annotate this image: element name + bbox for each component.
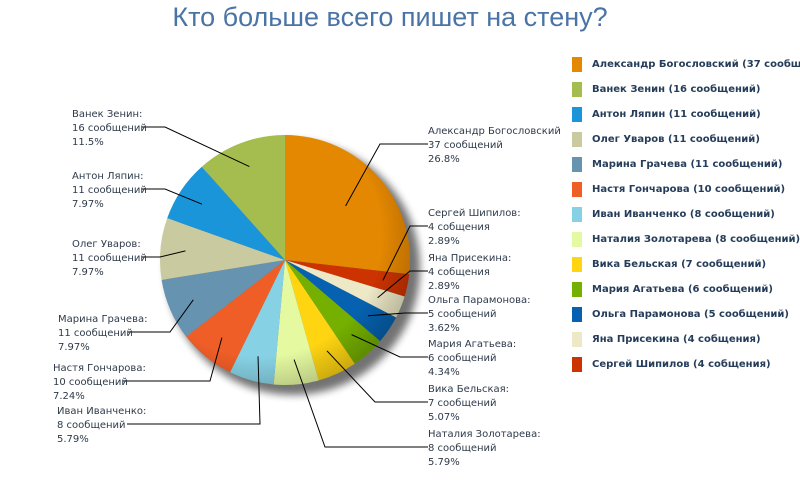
legend-label: Марина Грачева (11 сообщений) xyxy=(592,159,783,170)
data-label: 11 сообщений xyxy=(72,185,147,196)
legend-item: Вика Бельская (7 сообщений) xyxy=(572,252,800,277)
leader-line xyxy=(142,188,203,205)
chart-title: Кто больше всего пишет на стену? xyxy=(172,2,608,32)
data-label: Мария Агатьева: xyxy=(428,339,516,350)
pie-chart: Александр Богословский: 37 сообщений 26.8%… xyxy=(53,109,560,468)
leader-line xyxy=(293,359,428,448)
data-label: Наталия Золотарева: xyxy=(428,429,541,440)
leader-line xyxy=(367,312,428,317)
data-label: 11 сообщений xyxy=(58,328,133,339)
data-label: 5.79% xyxy=(57,434,89,445)
legend-item: Иван Иванченко (8 сообщений) xyxy=(572,202,800,227)
data-label: Вика Бельская: xyxy=(428,384,509,395)
data-label: 3.62% xyxy=(428,323,460,334)
legend-item: Марина Грачева (11 сообщений) xyxy=(572,152,800,177)
leader-line xyxy=(345,143,428,207)
legend-swatch xyxy=(572,182,582,197)
legend-swatch xyxy=(572,282,582,297)
data-label: 4.34% xyxy=(428,367,460,378)
leader-line xyxy=(128,299,194,333)
legend-item: Мария Агатьева (6 сообщений) xyxy=(572,277,800,302)
legend-item: Антон Ляпин (11 сообщений) xyxy=(572,102,800,127)
legend-label: Вика Бельская (7 сообщений) xyxy=(592,259,767,270)
legend-label: Олег Уваров (11 сообщений) xyxy=(592,134,760,145)
data-label: Антон Ляпин: xyxy=(72,171,144,182)
legend-label: Яна Присекина (4 собщения) xyxy=(592,334,761,345)
leader-line xyxy=(142,250,186,258)
data-label: 5 сообщений xyxy=(428,309,497,320)
data-label: 11 сообщений xyxy=(72,253,147,264)
legend-swatch xyxy=(572,82,582,97)
legend-label: Александр Богословский (37 сообщений) xyxy=(592,59,800,70)
legend-swatch xyxy=(572,307,582,322)
legend-swatch xyxy=(572,107,582,122)
data-label: 4 собщения xyxy=(428,267,490,278)
data-label: 7.24% xyxy=(53,391,85,402)
legend-item: Олег Уваров (11 сообщений) xyxy=(572,127,800,152)
leader-line xyxy=(382,225,428,281)
data-label: 11.5% xyxy=(72,137,104,148)
legend-label: Антон Ляпин (11 сообщений) xyxy=(592,109,761,120)
legend-label: Сергей Шипилов (4 собщения) xyxy=(592,359,771,370)
leader-line xyxy=(377,270,428,299)
leader-line xyxy=(326,350,428,403)
legend-label: Иван Иванченко (8 сообщений) xyxy=(592,209,775,220)
data-label: 2.89% xyxy=(428,281,460,292)
legend-swatch xyxy=(572,132,582,147)
pie-shading xyxy=(160,135,410,385)
data-label: Олег Уваров: xyxy=(72,239,141,250)
legend-item: Сергей Шипилов (4 собщения) xyxy=(572,352,800,377)
data-label: 6 сообщений xyxy=(428,353,497,364)
data-label: Настя Гончарова: xyxy=(53,363,146,374)
legend-swatch xyxy=(572,157,582,172)
legend-swatch xyxy=(572,207,582,222)
data-label: 4 собщения xyxy=(428,222,490,233)
legend-item: Яна Присекина (4 собщения) xyxy=(572,327,800,352)
data-label: Иван Иванченко: xyxy=(57,406,146,417)
leader-line xyxy=(351,334,428,358)
leader-line xyxy=(142,126,250,168)
legend-item: Ванек Зенин (16 сообщений) xyxy=(572,77,800,102)
data-label: 26.8% xyxy=(428,154,460,165)
data-label: 10 сообщений xyxy=(53,377,128,388)
leader-line xyxy=(123,337,223,382)
legend-swatch xyxy=(572,57,582,72)
legend-item: Александр Богословский (37 сообщений) xyxy=(572,52,800,77)
data-label: Марина Грачева: xyxy=(58,314,147,325)
legend-swatch xyxy=(572,257,582,272)
data-label: 7.97% xyxy=(58,342,90,353)
legend-item: Наталия Золотарева (8 сообщений) xyxy=(572,227,800,252)
data-label: 8 сообщений xyxy=(57,420,126,431)
legend-label: Наталия Золотарева (8 сообщений) xyxy=(592,234,800,245)
data-label: 7.97% xyxy=(72,267,104,278)
legend-item: Ольга Парамонова (5 сообщений) xyxy=(572,302,800,327)
legend-swatch xyxy=(572,232,582,247)
data-label: Ольга Парамонова: xyxy=(428,295,531,306)
legend-label: Настя Гончарова (10 сообщений) xyxy=(592,184,786,195)
data-label: 7 сообщений xyxy=(428,398,497,409)
data-label: 7.97% xyxy=(72,199,104,210)
legend-label: Ольга Парамонова (5 сообщений) xyxy=(592,309,789,320)
data-label: 16 сообщений xyxy=(72,123,147,134)
data-label: Яна Присекина: xyxy=(428,253,511,264)
data-label: Ванек Зенин: xyxy=(72,109,142,120)
data-label: 2.89% xyxy=(428,236,460,247)
legend: Александр Богословский (37 сообщений) Ван… xyxy=(572,52,800,377)
data-label: 37 сообщений xyxy=(428,140,503,151)
legend-label: Ванек Зенин (16 сообщений) xyxy=(592,84,761,95)
data-label: 5.07% xyxy=(428,412,460,423)
data-label: 8 сообщений xyxy=(428,443,497,454)
legend-swatch xyxy=(572,332,582,347)
legend-swatch xyxy=(572,357,582,372)
data-label: Александр Богословский: xyxy=(428,126,560,137)
legend-item: Настя Гончарова (10 сообщений) xyxy=(572,177,800,202)
legend-label: Мария Агатьева (6 сообщений) xyxy=(592,284,773,295)
data-label: 5.79% xyxy=(428,457,460,468)
data-label: Сергей Шипилов: xyxy=(428,208,521,219)
leader-line xyxy=(127,356,261,425)
